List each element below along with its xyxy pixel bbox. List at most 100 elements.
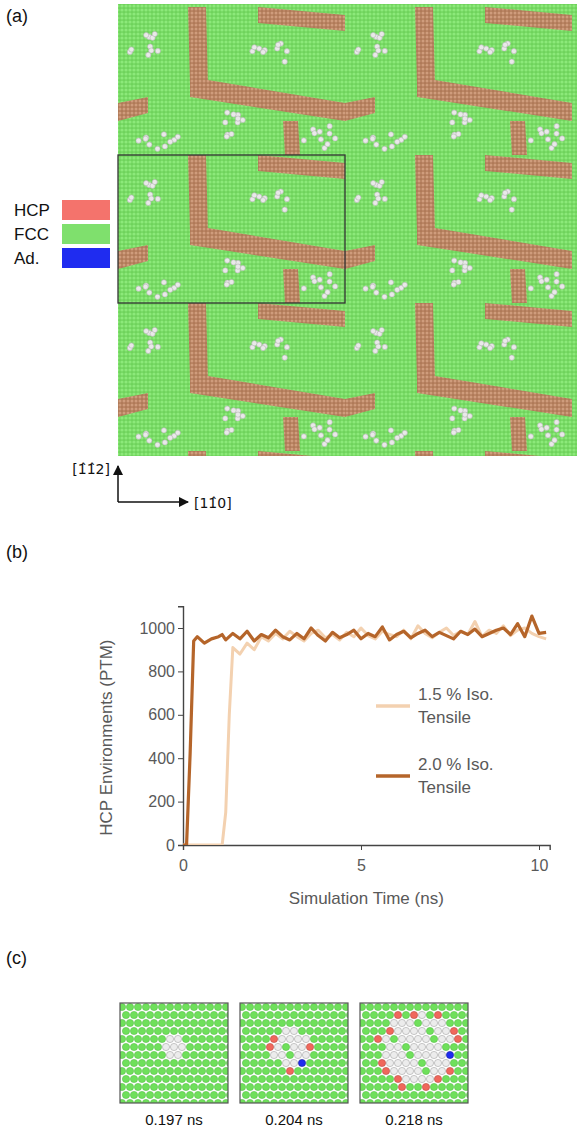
adatom <box>394 1043 401 1050</box>
tick-label: 400 <box>148 750 175 767</box>
fcc-atom <box>178 1027 185 1034</box>
adatom <box>414 1067 421 1074</box>
adatom <box>418 1011 425 1018</box>
fcc-atom <box>162 1059 169 1066</box>
fcc-atom <box>310 1019 317 1026</box>
hcp-atom <box>382 1067 389 1074</box>
fcc-atom <box>194 1059 201 1066</box>
direction-label: [1̂1̂2] <box>72 461 110 477</box>
fcc-atom <box>242 1075 249 1082</box>
fcc-atom <box>302 1083 309 1090</box>
fcc-atom <box>240 1083 246 1090</box>
fcc-atom <box>418 1059 425 1066</box>
fcc-atom <box>138 1027 145 1034</box>
fcc-atom <box>162 1011 169 1018</box>
fcc-atom <box>182 1083 189 1090</box>
fcc-atom <box>242 1091 249 1098</box>
fcc-atom <box>326 1019 333 1026</box>
adatom <box>422 1035 429 1042</box>
fcc-atom <box>338 1043 345 1050</box>
fcc-atom <box>258 1043 265 1050</box>
adatom <box>414 1035 421 1042</box>
adatom <box>430 1019 437 1026</box>
fcc-atom <box>126 1051 133 1058</box>
fcc-atom <box>166 1019 173 1026</box>
adatom <box>294 1035 301 1042</box>
fcc-atom <box>274 1075 281 1082</box>
fcc-atom <box>442 1011 449 1018</box>
fcc-atom <box>326 1083 333 1090</box>
fcc-atom <box>294 1019 301 1026</box>
fcc-atom <box>410 1091 417 1098</box>
fcc-atom <box>274 1059 281 1066</box>
adatom <box>174 1035 181 1042</box>
fcc-atom <box>378 1011 385 1018</box>
fcc-atom <box>126 1083 133 1090</box>
fcc-atom <box>250 1091 257 1098</box>
fcc-atom <box>162 1027 169 1034</box>
fcc-atom <box>254 1019 261 1026</box>
fcc-atom <box>222 1019 228 1026</box>
fcc-atom <box>330 1059 337 1066</box>
periodic-cell <box>345 7 572 155</box>
fcc-atom <box>270 1019 277 1026</box>
periodic-cell <box>118 451 345 456</box>
fcc-atom <box>222 1051 228 1058</box>
tick-label: 0 <box>166 837 175 854</box>
fcc-atom <box>214 1019 221 1026</box>
fcc-atom <box>310 1035 317 1042</box>
snapshot-label: 0.218 ns <box>385 1111 443 1128</box>
fcc-atom <box>278 1003 285 1010</box>
fcc-atom <box>138 1043 145 1050</box>
fcc-atom <box>326 1051 333 1058</box>
fcc-atom <box>342 1083 348 1090</box>
fcc-atom <box>130 1011 137 1018</box>
fcc-atom <box>240 1019 246 1026</box>
fcc-atom <box>360 1067 366 1074</box>
adatom <box>282 1059 289 1066</box>
snapshot <box>120 1003 228 1103</box>
adatom <box>174 1051 181 1058</box>
fcc-atom <box>210 1011 217 1018</box>
fcc-atom <box>282 1011 289 1018</box>
fcc-atom <box>282 1075 289 1082</box>
fcc-atom <box>418 1091 425 1098</box>
fcc-atom <box>386 1011 393 1018</box>
fcc-atom <box>182 1035 189 1042</box>
adatom <box>434 1043 441 1050</box>
adatom <box>434 1027 441 1034</box>
fcc-atom <box>134 1035 141 1042</box>
tick: 5 <box>357 845 366 874</box>
fcc-atom <box>150 1067 157 1074</box>
fcc-atom <box>170 1059 177 1066</box>
fcc-atom <box>202 1011 209 1018</box>
fcc-atom <box>370 1059 377 1066</box>
legend-label: Ad. <box>14 249 40 268</box>
fcc-atom <box>120 1003 126 1010</box>
fcc-atom <box>202 1043 209 1050</box>
fcc-atom <box>462 1003 468 1010</box>
fcc-atom <box>334 1003 341 1010</box>
fcc-atom <box>298 1075 305 1082</box>
snapshot-background <box>120 1003 228 1103</box>
hcp-atom <box>266 1043 273 1050</box>
fcc-atom <box>158 1083 165 1090</box>
fcc-atom <box>258 1011 265 1018</box>
adatom <box>274 1043 281 1050</box>
legend-swatch <box>376 774 410 778</box>
fcc-atom <box>366 1003 373 1010</box>
fcc-atom <box>142 1003 149 1010</box>
fcc-atom <box>246 1019 253 1026</box>
hcp-atom <box>386 1027 393 1034</box>
hcp-atom <box>394 1011 401 1018</box>
fcc-atom <box>150 1019 157 1026</box>
adatom <box>398 1035 405 1042</box>
fcc-atom <box>262 1035 269 1042</box>
fcc-atom <box>270 1003 277 1010</box>
fcc-atom <box>290 1091 297 1098</box>
fcc-atom <box>314 1011 321 1018</box>
fcc-atom <box>254 1083 261 1090</box>
adatom <box>270 1051 277 1058</box>
adatom <box>414 1051 421 1058</box>
fcc-atom <box>194 1011 201 1018</box>
